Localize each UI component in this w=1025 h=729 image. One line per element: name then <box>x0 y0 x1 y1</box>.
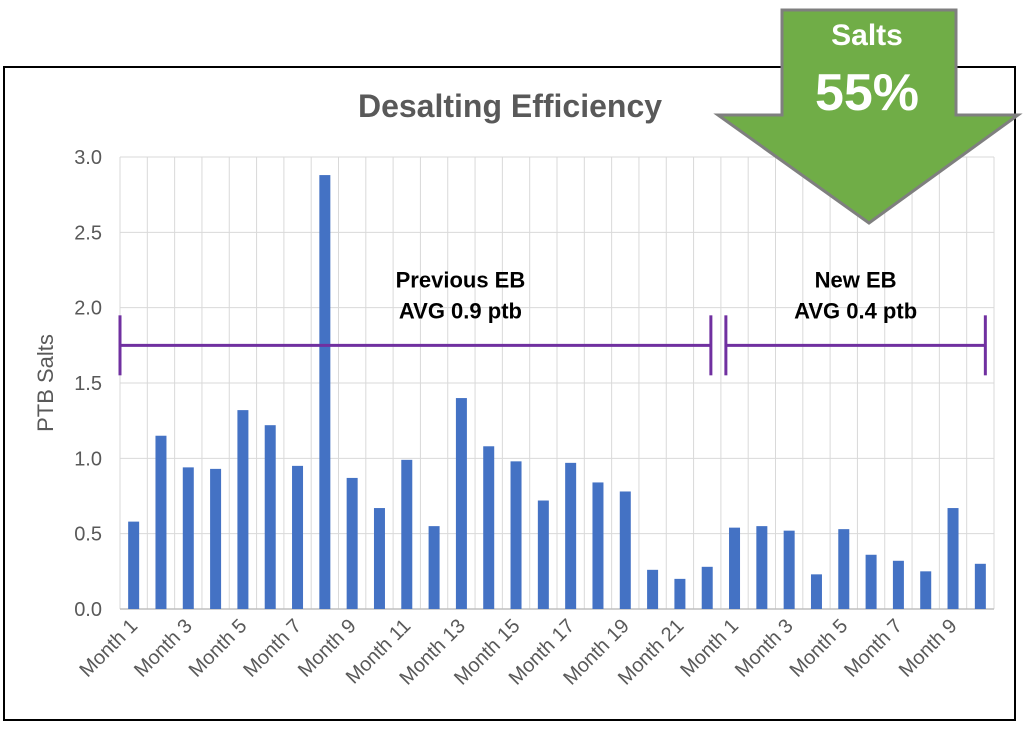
bar <box>810 574 822 609</box>
chart-title: Desalting Efficiency <box>358 88 662 124</box>
bar <box>182 467 194 609</box>
bar <box>510 461 522 609</box>
bar <box>210 468 222 609</box>
x-tick-label: Month 5 <box>786 615 853 682</box>
x-tick-label: Month 1 <box>76 615 143 682</box>
previous-eb-avg: AVG 0.9 ptb <box>399 298 522 323</box>
gridlines <box>119 156 995 610</box>
annotations: Previous EB AVG 0.9 ptb New EB AVG 0.4 ptb <box>118 267 987 376</box>
bar <box>592 482 604 609</box>
y-tick-label: 0.0 <box>74 599 102 621</box>
down-arrow-icon <box>713 8 1023 225</box>
x-tick-label: Month 9 <box>895 615 962 682</box>
bar <box>783 530 795 609</box>
x-tick-label: Month 7 <box>840 615 907 682</box>
bar <box>892 560 904 609</box>
bar <box>346 477 358 609</box>
y-tick-label: 1.5 <box>74 373 102 395</box>
y-axis-label: PTB Salts <box>33 334 58 432</box>
x-tick-label: Month 3 <box>130 615 197 682</box>
bar <box>292 465 304 609</box>
y-axis-ticks: 0.0 0.5 1.0 1.5 2.0 2.5 3.0 <box>74 147 102 621</box>
callout-label: Salts <box>831 19 903 52</box>
bar <box>455 398 467 609</box>
bar <box>128 521 140 609</box>
bar <box>155 435 167 609</box>
bar <box>674 578 686 609</box>
bar <box>701 566 713 609</box>
previous-eb-bracket: Previous EB AVG 0.9 ptb <box>118 267 713 376</box>
new-eb-bracket: New EB AVG 0.4 ptb <box>724 267 987 376</box>
y-tick-label: 3.0 <box>74 147 102 169</box>
bar <box>756 526 768 609</box>
bar <box>373 508 385 609</box>
bar <box>428 526 440 609</box>
x-tick-label: Month 5 <box>185 615 252 682</box>
bar <box>865 554 877 609</box>
bar <box>537 500 549 609</box>
new-eb-avg: AVG 0.4 ptb <box>794 298 917 323</box>
previous-eb-label: Previous EB <box>396 267 526 292</box>
new-eb-label: New EB <box>815 267 897 292</box>
bar <box>565 462 577 609</box>
bar <box>319 175 331 609</box>
x-tick-label: Month 3 <box>731 615 798 682</box>
y-tick-label: 2.0 <box>74 298 102 320</box>
bar <box>401 459 413 609</box>
bar <box>729 527 741 609</box>
bar <box>619 491 631 609</box>
y-tick-label: 1.0 <box>74 448 102 470</box>
bar <box>483 446 495 609</box>
bars <box>128 175 986 609</box>
bar <box>838 529 850 609</box>
reduction-callout: Salts 55% <box>713 8 1023 225</box>
y-tick-label: 0.5 <box>74 524 102 546</box>
bar <box>920 571 932 609</box>
y-tick-label: 2.5 <box>74 222 102 244</box>
bar <box>237 410 249 609</box>
bar <box>947 508 959 609</box>
x-tick-label: Month 1 <box>676 615 743 682</box>
bar <box>647 569 659 609</box>
bar <box>974 563 986 609</box>
bar <box>264 425 276 609</box>
x-tick-label: Month 7 <box>239 615 306 682</box>
callout-value: 55% <box>815 64 919 122</box>
